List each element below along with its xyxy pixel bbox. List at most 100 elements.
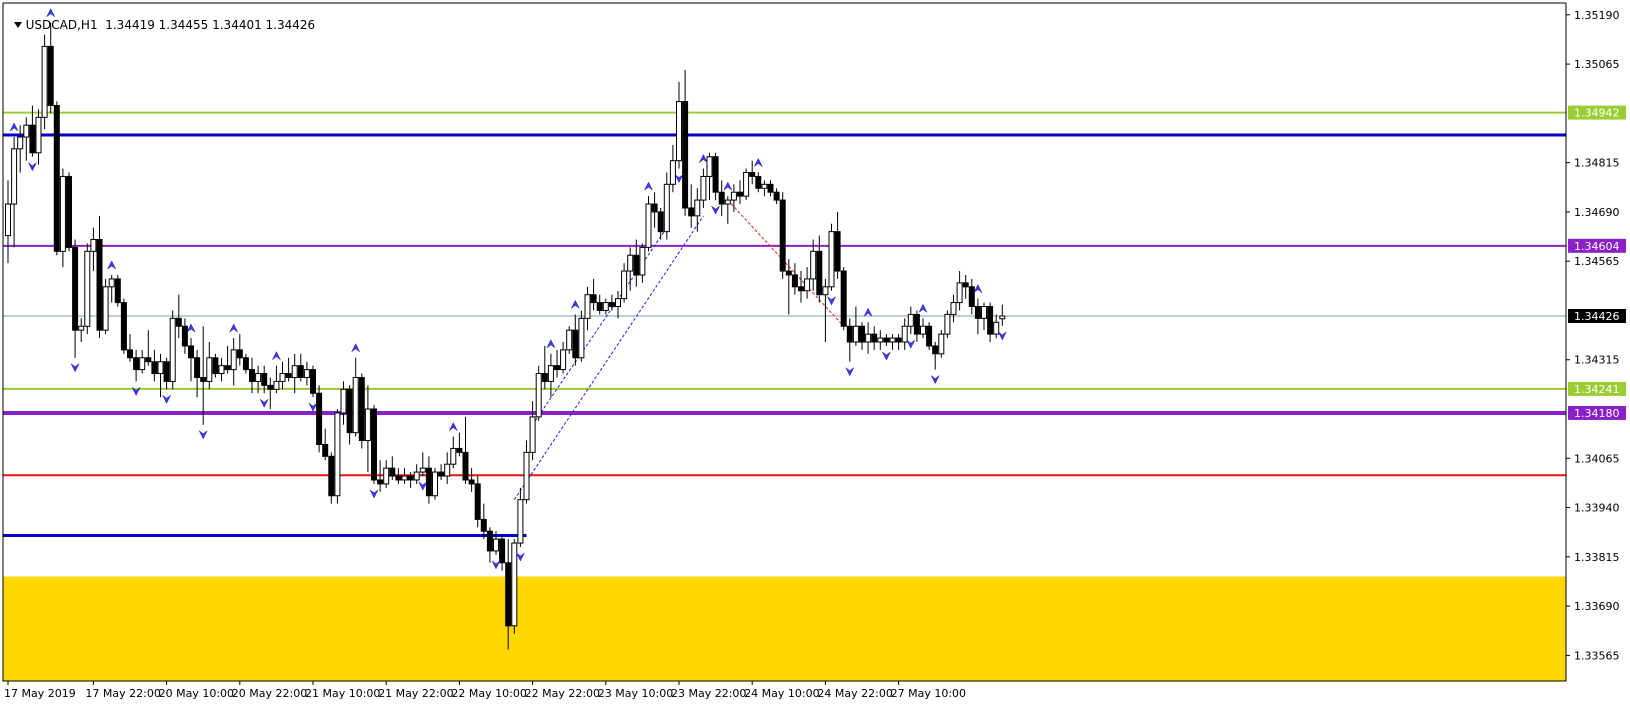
candle <box>493 531 499 555</box>
candle-body <box>846 325 853 343</box>
candle-body <box>651 203 658 213</box>
candle <box>566 326 573 354</box>
candle <box>535 365 542 421</box>
candle <box>224 345 231 374</box>
candle <box>267 377 274 410</box>
candle <box>846 318 853 362</box>
candle-body <box>968 286 975 308</box>
candle-body <box>621 270 628 300</box>
candle <box>328 452 335 504</box>
candle <box>926 322 933 350</box>
chart-menu-icon[interactable] <box>13 22 22 28</box>
candle <box>456 432 463 457</box>
candle <box>261 365 268 394</box>
candle-body <box>480 518 487 532</box>
candle <box>377 460 384 492</box>
price-tag <box>1568 405 1626 420</box>
candle-body <box>633 254 640 276</box>
candle-body <box>889 337 896 343</box>
candle <box>993 314 1000 339</box>
candle <box>285 357 292 382</box>
fractal-down-icon <box>369 489 379 499</box>
candle-body <box>267 384 274 390</box>
candle <box>169 310 176 390</box>
candle <box>828 223 835 291</box>
candle-body <box>303 369 310 378</box>
x-tick-label: 21 May 22:00 <box>378 687 453 700</box>
candle <box>517 487 524 547</box>
candle <box>291 353 298 394</box>
candle-body <box>810 250 817 280</box>
fractal-up-icon <box>107 260 116 270</box>
candle <box>895 334 902 350</box>
x-tick-label: 23 May 22:00 <box>671 687 746 700</box>
plot-area <box>3 8 1566 681</box>
fractal-up-icon <box>863 307 873 317</box>
candle-body <box>730 191 737 201</box>
candle <box>322 428 329 461</box>
candle-body <box>371 408 377 481</box>
candle-body <box>590 294 597 304</box>
candle <box>645 196 652 252</box>
y-tick-label: 1.33940 <box>1574 502 1620 515</box>
candle-body <box>718 191 725 205</box>
candle-body <box>53 104 60 252</box>
candle <box>59 168 66 268</box>
candle <box>913 310 920 342</box>
candle-body <box>639 246 646 276</box>
candle <box>822 278 829 342</box>
x-tick-label: 22 May 10:00 <box>451 687 526 700</box>
candle <box>242 353 249 374</box>
candle-body <box>962 282 969 288</box>
candle <box>639 243 646 283</box>
candle-body <box>871 333 878 343</box>
candle <box>200 326 207 425</box>
candle-body <box>17 136 24 150</box>
candle <box>676 81 682 169</box>
candle-body <box>877 337 884 343</box>
candle-body <box>798 286 804 292</box>
candle-body <box>572 329 579 359</box>
plot-frame <box>2 2 1567 682</box>
candle-body <box>242 357 249 371</box>
candle-body <box>938 333 945 355</box>
candle <box>633 239 640 287</box>
candle-body <box>773 191 780 201</box>
candle <box>730 184 737 212</box>
candle <box>438 464 445 480</box>
candle-body <box>615 298 621 308</box>
candle <box>114 274 121 307</box>
candle <box>383 460 390 488</box>
candle-body <box>676 101 682 162</box>
candle-body <box>584 294 591 319</box>
candle-body <box>84 250 91 327</box>
candle <box>352 357 359 437</box>
candle-body <box>834 231 841 272</box>
candle-body <box>993 321 1000 335</box>
candle-body <box>852 325 859 343</box>
candle <box>175 294 182 339</box>
candle <box>688 184 695 228</box>
candle-body <box>956 282 963 304</box>
candle <box>474 476 481 528</box>
candle <box>602 298 609 315</box>
candle <box>316 385 323 453</box>
y-tick-label: 1.34565 <box>1574 255 1620 268</box>
y-tick-label: 1.34690 <box>1574 206 1620 219</box>
candle <box>755 172 762 193</box>
candle-body <box>840 270 847 327</box>
candle <box>371 405 377 484</box>
candle-body <box>712 156 719 193</box>
candle <box>78 318 85 342</box>
fractal-down-icon <box>882 351 891 361</box>
candle-body <box>401 475 408 481</box>
candle <box>230 338 237 386</box>
candle <box>11 137 18 248</box>
candle-body <box>352 376 359 434</box>
candle-body <box>35 116 42 154</box>
candle <box>127 334 133 362</box>
fractal-up-icon <box>918 303 928 313</box>
candle <box>852 306 859 346</box>
y-tick-label: 1.35065 <box>1574 58 1620 71</box>
